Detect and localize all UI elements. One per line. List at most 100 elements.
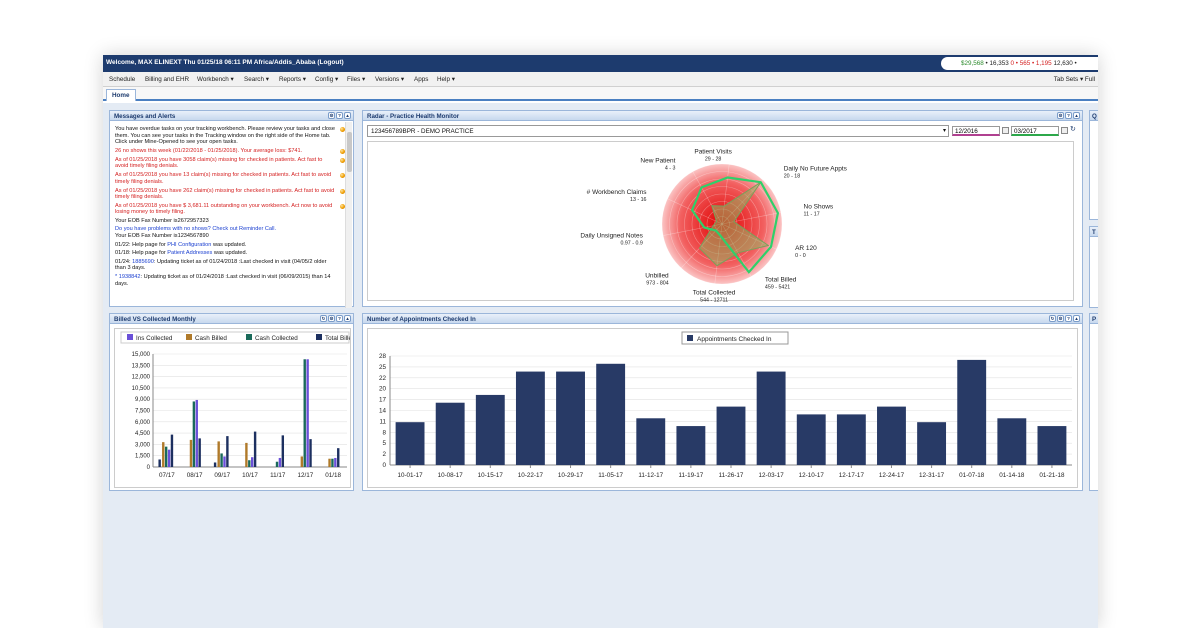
partial-panel: T <box>1089 226 1098 308</box>
x-tick-label: 01-14-18 <box>999 472 1025 479</box>
bar <box>596 363 626 465</box>
top-bar: Welcome, MAX ELINEXT Thu 01/25/18 06:11 … <box>103 55 1098 72</box>
message-text: : Updating ticket as of 01/24/2018 :Last… <box>115 258 327 272</box>
message-text: was updated. <box>212 249 248 256</box>
menu-workbench[interactable]: Workbench ▾ <box>197 76 234 83</box>
alert-dot-icon[interactable] <box>340 148 345 154</box>
date-from-input[interactable]: 12/2016 <box>952 126 1000 136</box>
x-tick-label: 10-01-17 <box>397 472 423 479</box>
ticket-link[interactable]: 1938842 <box>118 273 141 280</box>
bar <box>716 406 746 465</box>
panel-header: Messages and Alerts ⚙? ▲ <box>110 111 353 121</box>
help-icon[interactable]: ? <box>336 112 343 119</box>
message-item: 01/18: Help page for Patient Addresses w… <box>115 250 345 257</box>
menu-config[interactable]: Config ▾ <box>315 76 339 83</box>
menu-search[interactable]: Search ▾ <box>244 76 269 83</box>
alert-dot-icon[interactable] <box>340 157 345 163</box>
menu-versions[interactable]: Versions ▾ <box>375 76 405 83</box>
help-icon[interactable]: ? <box>1065 112 1072 119</box>
message-text: Your EOB Fax Number is1234567890 <box>115 233 209 240</box>
phi-configuration-link[interactable]: PHI Configuration <box>167 242 212 249</box>
x-tick-label: 11-26-17 <box>719 472 744 479</box>
x-tick-label: 12-17-17 <box>839 472 865 479</box>
legend-swatch <box>246 334 252 340</box>
tab-sets-menu[interactable]: Tab Sets ▾ Full <box>1053 76 1095 83</box>
bar <box>192 401 196 467</box>
menu-apps[interactable]: Apps <box>414 76 429 83</box>
tab-home[interactable]: Home <box>106 89 136 101</box>
refresh-icon[interactable]: ↻ <box>1070 126 1076 133</box>
chevron-down-icon: ▾ <box>942 128 946 134</box>
settings-icon[interactable]: ⚙ <box>1057 315 1064 322</box>
settings-icon[interactable]: ⚙ <box>328 315 335 322</box>
refresh-icon[interactable]: ↻ <box>320 315 327 322</box>
alert-dot-icon[interactable] <box>340 188 345 194</box>
panel-header: P <box>1090 314 1098 324</box>
radar-ring <box>661 163 783 285</box>
settings-icon[interactable]: ⚙ <box>1057 112 1064 119</box>
message-text: You have overdue tasks on your tracking … <box>115 126 335 146</box>
x-tick-label: 12-24-17 <box>879 472 905 479</box>
y-tick-label: 6,000 <box>135 420 151 426</box>
app-window: Welcome, MAX ELINEXT Thu 01/25/18 06:11 … <box>103 55 1098 628</box>
scrollbar-thumb[interactable] <box>347 132 352 172</box>
radar-axis-value: 13 - 16 <box>630 197 647 203</box>
bar <box>328 458 331 467</box>
panel-header: Radar - Practice Health Monitor ⚙? ▲ <box>363 111 1082 121</box>
bar <box>251 457 254 467</box>
radar-panel: Radar - Practice Health Monitor ⚙? ▲ 1234… <box>362 110 1083 307</box>
menu-schedule[interactable]: Schedule <box>109 76 136 83</box>
billed-title: Billed VS Collected Monthly <box>114 316 196 323</box>
partial-panel: Q <box>1089 110 1098 220</box>
calendar-icon[interactable] <box>1061 127 1068 134</box>
legend-swatch <box>186 334 192 340</box>
collapse-icon[interactable]: ▲ <box>344 112 351 119</box>
x-tick-label: 10/17 <box>242 472 258 479</box>
collapse-icon[interactable]: ▲ <box>344 315 351 322</box>
panel-header: Q <box>1090 111 1098 121</box>
calendar-icon[interactable] <box>1002 127 1009 134</box>
practice-select-value: 123456789BPR - DEMO PRACTICE <box>371 128 474 135</box>
reminder-call-link[interactable]: Do you have problems with no shows? Chec… <box>115 226 345 233</box>
date-to-input[interactable]: 03/2017 <box>1011 126 1059 136</box>
alert-dot-icon[interactable] <box>340 127 345 132</box>
billed-collected-panel: Billed VS Collected Monthly ↻ ⚙? ▲ Ins Col… <box>109 313 356 491</box>
y-tick-label: 8 <box>382 429 386 436</box>
y-tick-label: 4,500 <box>135 431 151 437</box>
refresh-icon[interactable]: ↻ <box>1049 315 1056 322</box>
menu-files[interactable]: Files ▾ <box>347 76 366 83</box>
help-icon[interactable]: ? <box>336 315 343 322</box>
panel-header: T <box>1090 227 1098 237</box>
ticket-link[interactable]: 1885690 <box>132 258 154 265</box>
messages-scrollbar[interactable] <box>345 122 352 308</box>
radar-axis-label: No Shows <box>804 203 834 210</box>
bar <box>281 435 285 467</box>
bar <box>877 406 906 465</box>
message-item: As of 01/25/2018 you have $ 3,681.11 out… <box>115 203 345 216</box>
alert-dot-icon[interactable] <box>340 203 345 209</box>
menu-reports[interactable]: Reports ▾ <box>279 76 306 83</box>
alert-dot-icon[interactable] <box>340 173 345 179</box>
menu-billing-ehr[interactable]: Billing and EHR <box>145 76 190 83</box>
patient-addresses-link[interactable]: Patient Addresses <box>167 249 213 256</box>
radar-axis-label: New Patient <box>640 157 675 164</box>
collapse-icon[interactable]: ▲ <box>1073 315 1080 322</box>
radar-axis-value: 0.97 - 0.9 <box>620 241 642 247</box>
collapse-icon[interactable]: ▲ <box>1073 112 1080 119</box>
bar <box>158 459 161 467</box>
y-tick-label: 5 <box>382 440 386 447</box>
practice-select[interactable]: 123456789BPR - DEMO PRACTICE ▾ <box>367 125 949 137</box>
help-icon[interactable]: ? <box>1065 315 1072 322</box>
settings-icon[interactable]: ⚙ <box>328 112 335 119</box>
billed-chart-area: Ins Collected Cash Billed Cash Collected To… <box>114 328 356 488</box>
radar-title: Radar - Practice Health Monitor <box>367 113 460 120</box>
message-text: Your EOB Fax Number is2672957323 <box>115 218 209 225</box>
y-tick-label: 1,500 <box>135 454 151 460</box>
menu-help[interactable]: Help ▾ <box>437 76 455 83</box>
bar <box>331 458 334 467</box>
bar <box>162 442 165 467</box>
bar <box>836 414 866 465</box>
radar-axis-label: Daily No Future Appts <box>784 166 848 173</box>
legend-swatch <box>127 334 133 340</box>
